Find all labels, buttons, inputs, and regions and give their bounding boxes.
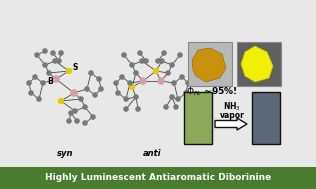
Circle shape bbox=[123, 106, 129, 112]
Bar bbox=[188, 42, 232, 86]
Circle shape bbox=[96, 76, 102, 82]
Circle shape bbox=[133, 70, 139, 76]
Circle shape bbox=[171, 80, 177, 86]
Circle shape bbox=[74, 118, 80, 124]
Circle shape bbox=[121, 52, 127, 58]
Circle shape bbox=[46, 70, 52, 76]
Circle shape bbox=[179, 74, 185, 80]
Circle shape bbox=[40, 80, 46, 86]
Circle shape bbox=[157, 77, 165, 85]
Circle shape bbox=[28, 90, 34, 96]
Text: vapor: vapor bbox=[220, 112, 245, 121]
Circle shape bbox=[135, 106, 141, 112]
Circle shape bbox=[42, 62, 48, 68]
Circle shape bbox=[173, 104, 179, 110]
Circle shape bbox=[161, 50, 167, 56]
Text: Highly Luminescent Antiaromatic Diborinine: Highly Luminescent Antiaromatic Diborini… bbox=[45, 174, 271, 183]
Circle shape bbox=[185, 80, 191, 86]
Bar bbox=[237, 42, 281, 86]
FancyArrow shape bbox=[215, 118, 247, 130]
Circle shape bbox=[143, 58, 149, 64]
Circle shape bbox=[92, 92, 98, 98]
Circle shape bbox=[36, 96, 42, 102]
Circle shape bbox=[177, 52, 183, 58]
Circle shape bbox=[137, 50, 143, 56]
Circle shape bbox=[84, 86, 90, 92]
Circle shape bbox=[123, 96, 129, 102]
Circle shape bbox=[133, 94, 139, 100]
Circle shape bbox=[50, 50, 56, 56]
Bar bbox=[0, 167, 316, 189]
Circle shape bbox=[169, 94, 175, 100]
Circle shape bbox=[58, 98, 64, 104]
Circle shape bbox=[52, 58, 58, 64]
Circle shape bbox=[88, 70, 94, 76]
Circle shape bbox=[70, 89, 78, 97]
Circle shape bbox=[72, 108, 78, 114]
Text: B: B bbox=[47, 77, 53, 85]
Circle shape bbox=[113, 80, 119, 86]
Circle shape bbox=[165, 70, 171, 76]
Circle shape bbox=[155, 58, 161, 64]
Circle shape bbox=[68, 110, 74, 116]
Text: $\Phi_{\mathit{FL}}$ ~95%!: $\Phi_{\mathit{FL}}$ ~95%! bbox=[186, 86, 238, 98]
Circle shape bbox=[66, 68, 72, 74]
Circle shape bbox=[52, 75, 60, 83]
Circle shape bbox=[42, 48, 48, 54]
Circle shape bbox=[119, 74, 125, 80]
Circle shape bbox=[139, 58, 145, 64]
Circle shape bbox=[66, 118, 72, 124]
Text: anti: anti bbox=[143, 149, 161, 157]
Circle shape bbox=[56, 58, 62, 64]
Circle shape bbox=[98, 86, 104, 92]
Circle shape bbox=[90, 114, 96, 120]
Circle shape bbox=[34, 52, 40, 58]
Text: NH$_3$: NH$_3$ bbox=[223, 101, 241, 113]
Text: S: S bbox=[72, 63, 78, 71]
Circle shape bbox=[169, 62, 175, 68]
Circle shape bbox=[82, 120, 88, 126]
Circle shape bbox=[32, 74, 38, 80]
Circle shape bbox=[129, 62, 135, 68]
Circle shape bbox=[153, 68, 159, 74]
Circle shape bbox=[58, 50, 64, 56]
Circle shape bbox=[115, 90, 121, 96]
Circle shape bbox=[183, 90, 189, 96]
Circle shape bbox=[175, 96, 181, 102]
Bar bbox=[252, 92, 280, 144]
Circle shape bbox=[82, 104, 88, 110]
Circle shape bbox=[129, 84, 135, 90]
Bar bbox=[184, 92, 212, 144]
Circle shape bbox=[163, 104, 169, 110]
Circle shape bbox=[139, 77, 147, 85]
Circle shape bbox=[127, 80, 133, 86]
Polygon shape bbox=[192, 48, 226, 82]
Circle shape bbox=[78, 96, 84, 102]
Polygon shape bbox=[241, 46, 273, 82]
Circle shape bbox=[26, 80, 32, 86]
Circle shape bbox=[159, 58, 165, 64]
Text: syn: syn bbox=[57, 149, 73, 157]
